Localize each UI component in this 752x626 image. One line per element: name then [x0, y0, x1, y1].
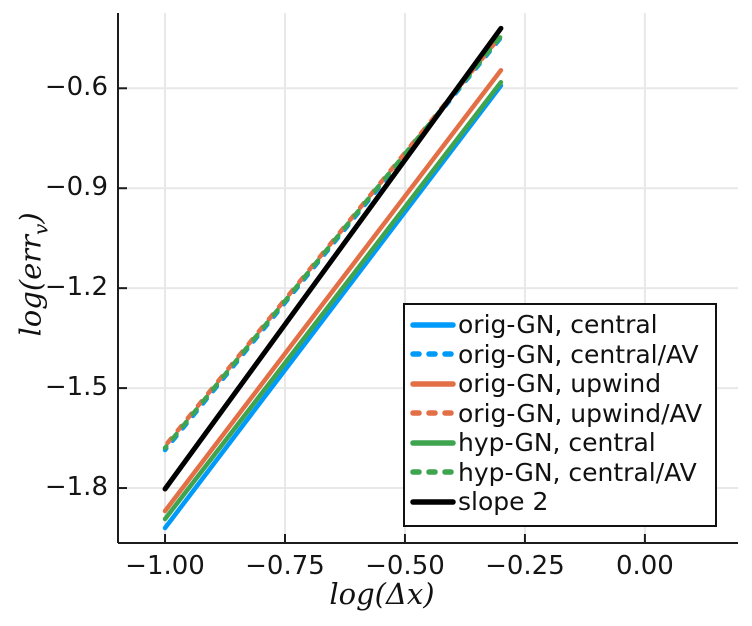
legend-entry-orig-gn-central-av: orig-GN, central/AV [410, 340, 715, 370]
legend-entry-slope-2: slope 2 [410, 487, 715, 517]
x-tick-label: −1.00 [125, 551, 205, 581]
legend-line-sample [410, 440, 456, 446]
legend-entry-orig-gn-upwind: orig-GN, upwind [410, 369, 715, 399]
y-axis-label-pre: log(err [13, 234, 48, 337]
x-tick-label: −0.75 [245, 551, 325, 581]
y-tick-label: −0.6 [44, 72, 108, 103]
x-tick-label: −0.25 [485, 551, 565, 581]
y-tick-label: −1.2 [44, 272, 108, 303]
legend-label: orig-GN, central [458, 310, 658, 340]
legend-label: orig-GN, upwind/AV [458, 398, 703, 428]
x-tick-label: −0.50 [365, 551, 445, 581]
legend-label: slope 2 [458, 487, 549, 517]
legend-line-sample [410, 322, 456, 328]
series-line-orig-gn-upwind [162, 68, 504, 514]
legend-line-sample [410, 381, 456, 387]
legend-entry-hyp-gn-central: hyp-GN, central [410, 428, 715, 458]
x-axis-label-post: ) [423, 577, 435, 611]
legend-entry-orig-gn-upwind-av: orig-GN, upwind/AV [410, 399, 715, 429]
y-axis-label-sub: v [28, 223, 53, 235]
legend-entry-orig-gn-central: orig-GN, central [410, 310, 715, 340]
x-axis-label-pre: log( [329, 577, 386, 611]
legend-label: orig-GN, upwind [458, 369, 662, 399]
y-axis-label: log(errv) [14, 179, 53, 369]
x-tick-label: 0.00 [615, 551, 674, 581]
legend-line-sample [410, 499, 456, 505]
x-axis-label: log(Δx) [282, 577, 482, 611]
legend-line-sample [410, 410, 456, 416]
legend-label: orig-GN, central/AV [458, 339, 699, 369]
y-tick-label: −1.8 [44, 472, 108, 503]
legend-label: hyp-GN, central/AV [458, 457, 697, 487]
series-line-hyp-gn-central [162, 80, 504, 522]
y-tick-label: −0.9 [44, 172, 108, 203]
y-axis-label-post: ) [13, 212, 48, 224]
legend-entry-hyp-gn-central-av: hyp-GN, central/AV [410, 458, 715, 488]
series-line-slope-2 [162, 25, 504, 492]
legend-box: orig-GN, central orig-GN, central/AV orig-… [403, 303, 717, 527]
legend-line-sample [410, 469, 456, 475]
legend-label: hyp-GN, central [458, 428, 656, 458]
x-axis-label-arg: Δx [385, 577, 424, 611]
series-line-orig-gn-central [162, 83, 504, 531]
legend-line-sample [410, 351, 456, 357]
y-tick-label: −1.5 [44, 372, 108, 403]
